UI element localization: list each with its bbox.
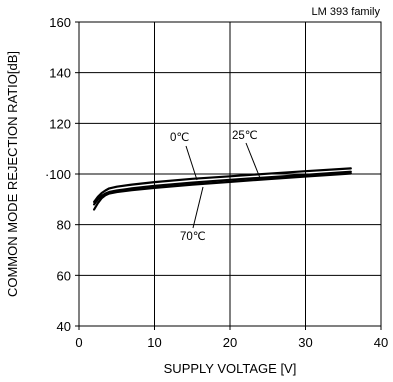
x-tick-label: 20 bbox=[223, 335, 237, 350]
curve-pointers bbox=[185, 142, 261, 229]
tick-labels: 0 10 20 30 40 40 60 80 ·100 120 140 160 bbox=[45, 15, 388, 350]
x-tick-label: 40 bbox=[374, 335, 388, 350]
x-tick-label: 0 bbox=[75, 335, 82, 350]
y-tick-label: 140 bbox=[49, 66, 71, 81]
y-tick-label: 60 bbox=[57, 268, 71, 283]
y-tick-label: 120 bbox=[49, 116, 71, 131]
x-tick-label: 10 bbox=[147, 335, 161, 350]
y-axis-label: COMMON MODE REJECTION RATIO[dB] bbox=[5, 51, 20, 297]
pointer-70c bbox=[192, 186, 204, 229]
x-axis-label: SUPPLY VOLTAGE [V] bbox=[164, 361, 297, 376]
y-tick-label: 80 bbox=[57, 218, 71, 233]
y-tick-label: 40 bbox=[57, 319, 71, 334]
chart-note: LM 393 family bbox=[312, 6, 381, 18]
x-tick-label: 30 bbox=[298, 335, 312, 350]
y-tick-label: ·100 bbox=[45, 167, 71, 182]
pointer-25c bbox=[245, 142, 261, 179]
series-line-25c bbox=[92, 170, 352, 206]
pointer-0c bbox=[185, 145, 198, 181]
series-label-0c: 0℃ bbox=[170, 132, 189, 144]
y-tick-label: 160 bbox=[49, 15, 71, 30]
tick-marks bbox=[75, 21, 382, 330]
series-label-25c: 25℃ bbox=[232, 130, 258, 142]
series-line-0c bbox=[92, 167, 352, 203]
series-line-70c bbox=[92, 172, 352, 211]
series-label-70c: 70℃ bbox=[180, 231, 206, 243]
series-lines bbox=[92, 167, 352, 211]
